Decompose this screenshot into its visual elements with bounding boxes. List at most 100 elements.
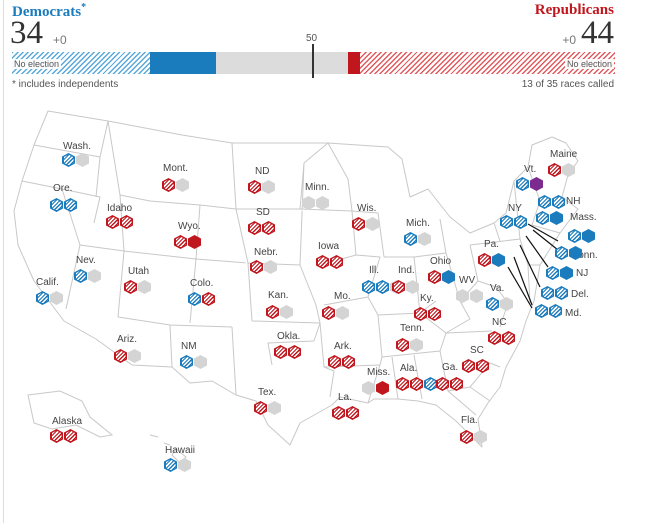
seat-hex-mo-2[interactable] xyxy=(336,306,349,320)
seat-hex-colo-2[interactable] xyxy=(202,292,215,306)
seat-hex-wv-1[interactable] xyxy=(456,289,469,303)
seat-hex-md-2[interactable] xyxy=(549,304,562,318)
seat-hex-minn-1[interactable] xyxy=(302,196,315,210)
seat-hex-pa-1[interactable] xyxy=(478,253,491,267)
seat-hex-nc-1[interactable] xyxy=(488,331,501,345)
seat-hex-ny-1[interactable] xyxy=(500,215,513,229)
seat-hex-nd-2[interactable] xyxy=(262,180,275,194)
seat-hex-nd-1[interactable] xyxy=(248,180,261,194)
seat-hex-mass-2[interactable] xyxy=(550,211,563,225)
seat-hex-conn-1[interactable] xyxy=(555,246,568,260)
seat-hex-la-1[interactable] xyxy=(332,406,345,420)
seat-hex-ala-1[interactable] xyxy=(396,377,409,391)
seat-hex-ky-1[interactable] xyxy=(414,307,427,321)
seat-hex-nm-2[interactable] xyxy=(194,355,207,369)
seat-hex-nebr-1[interactable] xyxy=(250,260,263,274)
seat-hex-ala-2[interactable] xyxy=(410,377,423,391)
seat-hex-ala-3[interactable] xyxy=(424,377,437,391)
seat-hex-pa-2[interactable] xyxy=(492,253,505,267)
seat-hex-nc-2[interactable] xyxy=(502,331,515,345)
seat-hex-ore-1[interactable] xyxy=(50,198,63,212)
seat-hex-alaska-1[interactable] xyxy=(50,429,63,443)
seat-hex-ohio-2[interactable] xyxy=(442,270,455,284)
seat-hex-conn-2[interactable] xyxy=(569,246,582,260)
seat-hex-wash-1[interactable] xyxy=(62,153,75,167)
seat-hex-wash-2[interactable] xyxy=(76,153,89,167)
seat-hex-ore-2[interactable] xyxy=(64,198,77,212)
seat-hex-kan-2[interactable] xyxy=(280,305,293,319)
seat-hex-tenn-2[interactable] xyxy=(410,338,423,352)
seat-hex-maine-2[interactable] xyxy=(562,163,575,177)
seat-hex-hawaii-1[interactable] xyxy=(164,458,177,472)
seat-hex-mass-1[interactable] xyxy=(536,211,549,225)
seat-hex-mont-2[interactable] xyxy=(176,178,189,192)
seat-hex-ariz-1[interactable] xyxy=(114,349,127,363)
seat-hex-maine-1[interactable] xyxy=(548,163,561,177)
seat-hex-ark-2[interactable] xyxy=(342,355,355,369)
seat-hex-utah-2[interactable] xyxy=(138,280,151,294)
seat-hex-wyo-2[interactable] xyxy=(188,235,201,249)
seat-hex-iowa-1[interactable] xyxy=(316,255,329,269)
seat-hex-tex-1[interactable] xyxy=(254,401,267,415)
seat-hex-calif-2[interactable] xyxy=(50,291,63,305)
seat-hex-ark-1[interactable] xyxy=(328,355,341,369)
seat-hex-sd-1[interactable] xyxy=(248,221,261,235)
seat-hex-mich-1[interactable] xyxy=(404,232,417,246)
seat-hex-mich-2[interactable] xyxy=(418,232,431,246)
seat-hex-wyo-1[interactable] xyxy=(174,235,187,249)
seat-hex-miss-2[interactable] xyxy=(376,381,389,395)
seat-hex-ri-2[interactable] xyxy=(582,229,595,243)
seat-hex-nebr-2[interactable] xyxy=(264,260,277,274)
seat-hex-va-2[interactable] xyxy=(500,297,513,311)
seat-hex-nm-1[interactable] xyxy=(180,355,193,369)
seat-hex-colo-1[interactable] xyxy=(188,292,201,306)
seat-hex-sc-2[interactable] xyxy=(476,359,489,373)
seat-hex-kan-1[interactable] xyxy=(266,305,279,319)
seat-hex-alaska-2[interactable] xyxy=(64,429,77,443)
seat-hex-mo-1[interactable] xyxy=(322,306,335,320)
seat-hex-okla-1[interactable] xyxy=(274,345,287,359)
seat-hex-mont-1[interactable] xyxy=(162,178,175,192)
seat-hex-utah-1[interactable] xyxy=(124,280,137,294)
seat-hex-miss-1[interactable] xyxy=(362,381,375,395)
seat-hex-ri-1[interactable] xyxy=(568,229,581,243)
seat-hex-ky-2[interactable] xyxy=(428,307,441,321)
seat-hex-ohio-1[interactable] xyxy=(428,270,441,284)
seat-hex-nev-1[interactable] xyxy=(74,269,87,283)
seat-hex-nj-1[interactable] xyxy=(546,266,559,280)
seat-hex-sd-2[interactable] xyxy=(262,221,275,235)
seat-hex-vt-1[interactable] xyxy=(516,177,529,191)
seat-hex-wis-2[interactable] xyxy=(366,217,379,231)
seat-hex-idaho-1[interactable] xyxy=(106,215,119,229)
seat-hex-minn-2[interactable] xyxy=(316,196,329,210)
seat-hex-fla-1[interactable] xyxy=(460,430,473,444)
seat-hex-del-2[interactable] xyxy=(555,286,568,300)
seat-hex-ga-2[interactable] xyxy=(450,377,463,391)
seat-hex-tenn-1[interactable] xyxy=(396,338,409,352)
seat-hex-tex-2[interactable] xyxy=(268,401,281,415)
seat-hex-ill-1[interactable] xyxy=(362,280,375,294)
seat-hex-hawaii-2[interactable] xyxy=(178,458,191,472)
seat-hex-del-1[interactable] xyxy=(541,286,554,300)
seat-hex-calif-1[interactable] xyxy=(36,291,49,305)
seat-hex-ga-1[interactable] xyxy=(436,377,449,391)
seat-hex-md-1[interactable] xyxy=(535,304,548,318)
seat-hex-sc-1[interactable] xyxy=(462,359,475,373)
seat-hex-la-2[interactable] xyxy=(346,406,359,420)
seat-hex-vt-2[interactable] xyxy=(530,177,543,191)
seat-hex-nh-2[interactable] xyxy=(552,195,565,209)
seat-hex-ariz-2[interactable] xyxy=(128,349,141,363)
seat-hex-va-1[interactable] xyxy=(486,297,499,311)
seat-hex-idaho-2[interactable] xyxy=(120,215,133,229)
seat-hex-ny-2[interactable] xyxy=(514,215,527,229)
seat-hex-ind-1[interactable] xyxy=(392,280,405,294)
seat-hex-ind-2[interactable] xyxy=(406,280,419,294)
seat-hex-nev-2[interactable] xyxy=(88,269,101,283)
seat-hex-nh-1[interactable] xyxy=(538,195,551,209)
seat-hex-iowa-2[interactable] xyxy=(330,255,343,269)
seat-hex-wis-1[interactable] xyxy=(352,217,365,231)
seat-hex-okla-2[interactable] xyxy=(288,345,301,359)
seat-hex-nj-2[interactable] xyxy=(560,266,573,280)
seat-hex-wv-2[interactable] xyxy=(470,289,483,303)
seat-hex-fla-2[interactable] xyxy=(474,430,487,444)
